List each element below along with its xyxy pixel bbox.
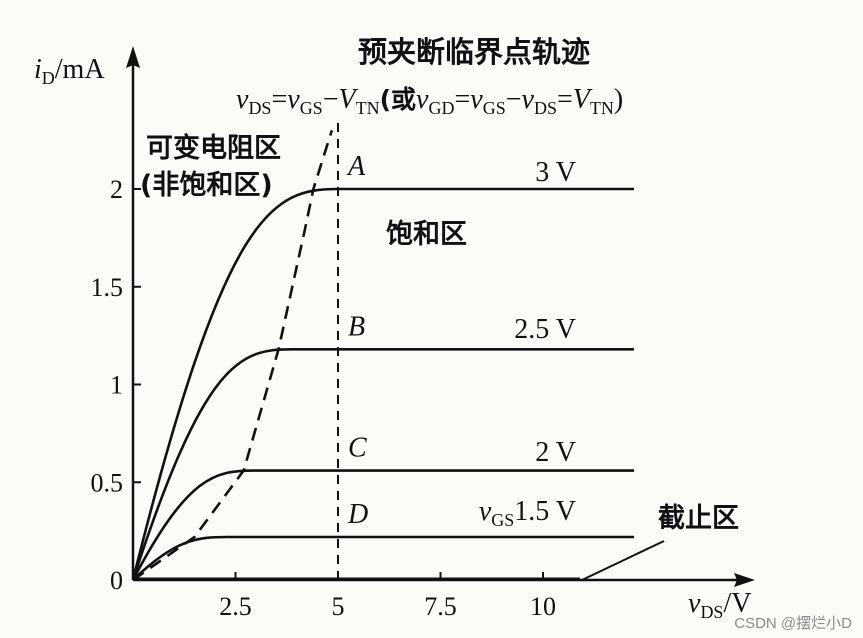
curve-vgs-D bbox=[132, 535, 634, 581]
point-label-D: D bbox=[347, 499, 368, 530]
origin-label: 0 bbox=[110, 566, 123, 595]
point-label-B: B bbox=[348, 311, 365, 342]
pinchoff-formula: vDS=vGS−VTN(或vGD=vGS−vDS=VTN) bbox=[236, 84, 623, 118]
x-axis-arrow bbox=[734, 573, 755, 587]
x-tick-label: 10 bbox=[530, 592, 556, 621]
point-label-C: C bbox=[348, 433, 367, 464]
region-label-saturation: 饱和区 bbox=[386, 219, 467, 250]
x-tick-label: 7.5 bbox=[424, 592, 457, 621]
x-axis-label: vDS/V bbox=[688, 588, 751, 622]
y-axis-arrow bbox=[126, 46, 140, 68]
region-label-cutoff: 截止区 bbox=[658, 503, 739, 534]
point-label-A: A bbox=[346, 151, 366, 182]
y-tick-label: 1.5 bbox=[91, 273, 124, 302]
vgs-label-D: vGS1.5 V bbox=[479, 496, 576, 530]
cutoff-leader-line bbox=[581, 540, 665, 581]
vgs-label-A: 3 V bbox=[535, 157, 576, 188]
vgs-label-B: 2.5 V bbox=[514, 314, 576, 345]
x-tick-label: 5 bbox=[332, 592, 345, 621]
x-tick-label: 2.5 bbox=[219, 592, 252, 621]
curve-vgs-C bbox=[131, 469, 634, 581]
y-axis-label: iD/mA bbox=[34, 54, 105, 88]
vgs-label-C: 2 V bbox=[535, 437, 576, 468]
y-tick-label: 0.5 bbox=[91, 468, 124, 497]
curves bbox=[131, 187, 634, 581]
chart-title: 预夹断临界点轨迹 bbox=[358, 35, 590, 69]
region-label-non-saturation: (非饱和区) bbox=[140, 170, 273, 201]
curve-vgs-A bbox=[131, 187, 634, 581]
y-tick-label: 1 bbox=[110, 371, 123, 400]
pinchoff-locus-curve bbox=[132, 129, 334, 582]
region-label-variable-resistance: 可变电阻区 bbox=[146, 132, 281, 164]
watermark: CSDN @摆烂小D bbox=[734, 615, 852, 632]
y-tick-label: 2 bbox=[110, 175, 123, 204]
